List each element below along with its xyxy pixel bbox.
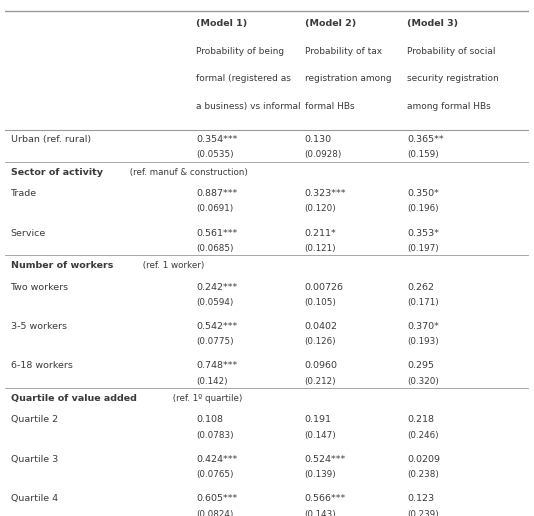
Text: 0.370*: 0.370* xyxy=(407,322,439,331)
Text: 0.211*: 0.211* xyxy=(305,229,336,237)
Text: (0.142): (0.142) xyxy=(197,377,228,385)
Text: a business) vs informal: a business) vs informal xyxy=(197,102,301,111)
Text: formal (registered as: formal (registered as xyxy=(197,74,291,84)
Text: 6-18 workers: 6-18 workers xyxy=(11,362,73,370)
Text: formal HBs: formal HBs xyxy=(305,102,354,111)
Text: Probability of being: Probability of being xyxy=(197,46,285,56)
Text: (ref. manuf & construction): (ref. manuf & construction) xyxy=(127,168,248,177)
Text: (ref. 1 worker): (ref. 1 worker) xyxy=(140,261,205,270)
Text: 0.123: 0.123 xyxy=(407,494,434,503)
Text: 0.108: 0.108 xyxy=(197,415,223,425)
Text: (Model 3): (Model 3) xyxy=(407,19,458,28)
Text: 0.00726: 0.00726 xyxy=(305,283,344,292)
Text: (0.0765): (0.0765) xyxy=(197,470,234,479)
Text: Quartile 4: Quartile 4 xyxy=(11,494,58,503)
Text: 0.350*: 0.350* xyxy=(407,189,439,198)
Text: 0.262: 0.262 xyxy=(407,283,434,292)
Text: (Model 2): (Model 2) xyxy=(305,19,356,28)
Text: Probability of tax: Probability of tax xyxy=(305,46,382,56)
Text: 0.561***: 0.561*** xyxy=(197,229,238,237)
Text: 0.424***: 0.424*** xyxy=(197,455,238,464)
Text: 0.0402: 0.0402 xyxy=(305,322,337,331)
Text: 0.748***: 0.748*** xyxy=(197,362,238,370)
Text: (0.196): (0.196) xyxy=(407,204,439,213)
Text: Number of workers: Number of workers xyxy=(11,261,113,270)
Text: (0.0783): (0.0783) xyxy=(197,431,234,440)
Text: (0.139): (0.139) xyxy=(305,470,336,479)
Text: (0.0594): (0.0594) xyxy=(197,298,234,307)
Text: (0.0775): (0.0775) xyxy=(197,337,234,346)
Text: (0.320): (0.320) xyxy=(407,377,439,385)
Text: Quartile 3: Quartile 3 xyxy=(11,455,58,464)
Text: 3-5 workers: 3-5 workers xyxy=(11,322,67,331)
Text: 0.130: 0.130 xyxy=(305,135,332,144)
Text: Service: Service xyxy=(11,229,46,237)
Text: (0.0824): (0.0824) xyxy=(197,509,234,516)
Text: Sector of activity: Sector of activity xyxy=(11,168,103,177)
Text: Quartile 2: Quartile 2 xyxy=(11,415,58,425)
Text: registration among: registration among xyxy=(305,74,391,84)
Text: 0.295: 0.295 xyxy=(407,362,434,370)
Text: among formal HBs: among formal HBs xyxy=(407,102,491,111)
Text: 0.354***: 0.354*** xyxy=(197,135,238,144)
Text: (0.126): (0.126) xyxy=(305,337,336,346)
Text: Probability of social: Probability of social xyxy=(407,46,496,56)
Text: (0.212): (0.212) xyxy=(305,377,336,385)
Text: (0.0928): (0.0928) xyxy=(305,150,342,159)
Text: security registration: security registration xyxy=(407,74,499,84)
Text: Urban (ref. rural): Urban (ref. rural) xyxy=(11,135,91,144)
Text: 0.0960: 0.0960 xyxy=(305,362,337,370)
Text: (0.159): (0.159) xyxy=(407,150,439,159)
Text: (0.105): (0.105) xyxy=(305,298,336,307)
Text: 0.0209: 0.0209 xyxy=(407,455,440,464)
Text: Quartile of value added: Quartile of value added xyxy=(11,394,137,403)
Text: (0.246): (0.246) xyxy=(407,431,439,440)
Text: 0.365**: 0.365** xyxy=(407,135,444,144)
Text: 0.242***: 0.242*** xyxy=(197,283,238,292)
Text: (0.143): (0.143) xyxy=(305,509,336,516)
Text: (0.0685): (0.0685) xyxy=(197,244,234,253)
Text: (0.239): (0.239) xyxy=(407,509,439,516)
Text: 0.524***: 0.524*** xyxy=(305,455,346,464)
Text: 0.566***: 0.566*** xyxy=(305,494,346,503)
Text: (0.0691): (0.0691) xyxy=(197,204,233,213)
Text: Two workers: Two workers xyxy=(11,283,69,292)
Text: (0.121): (0.121) xyxy=(305,244,336,253)
Text: 0.218: 0.218 xyxy=(407,415,434,425)
Text: Trade: Trade xyxy=(11,189,37,198)
Text: (ref. 1º quartile): (ref. 1º quartile) xyxy=(170,394,242,403)
Text: (0.120): (0.120) xyxy=(305,204,336,213)
Text: 0.191: 0.191 xyxy=(305,415,332,425)
Text: (0.0535): (0.0535) xyxy=(197,150,234,159)
Text: (0.238): (0.238) xyxy=(407,470,439,479)
Text: 0.887***: 0.887*** xyxy=(197,189,238,198)
Text: (0.147): (0.147) xyxy=(305,431,336,440)
Text: (Model 1): (Model 1) xyxy=(197,19,248,28)
Text: 0.323***: 0.323*** xyxy=(305,189,346,198)
Text: (0.197): (0.197) xyxy=(407,244,439,253)
Text: 0.542***: 0.542*** xyxy=(197,322,238,331)
Text: 0.605***: 0.605*** xyxy=(197,494,238,503)
Text: (0.171): (0.171) xyxy=(407,298,439,307)
Text: 0.353*: 0.353* xyxy=(407,229,439,237)
Text: (0.193): (0.193) xyxy=(407,337,439,346)
